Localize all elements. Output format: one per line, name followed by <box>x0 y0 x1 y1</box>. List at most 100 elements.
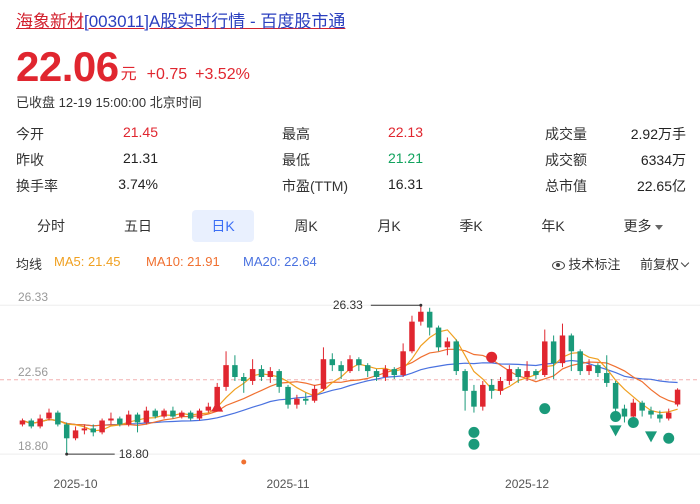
candle-body <box>55 412 61 425</box>
min-dot <box>65 452 69 456</box>
legend-ma10: MA10: 21.91 <box>146 254 220 269</box>
signal-circle <box>627 416 639 428</box>
candle-body <box>444 341 451 348</box>
tab-2[interactable]: 五日 <box>107 210 169 242</box>
signal-circle <box>610 411 622 423</box>
stat-label: 今开 <box>16 126 44 142</box>
candle-body <box>19 420 26 425</box>
candle-body <box>241 377 247 381</box>
tech-annotation-label: 技术标注 <box>568 257 621 272</box>
candle-body <box>630 402 637 417</box>
candle-body <box>559 335 566 364</box>
tab-label: 周K <box>294 218 318 234</box>
candle-body <box>604 373 610 383</box>
candle-body <box>471 390 477 407</box>
page-title-link[interactable]: 海象新材[003011]A股实时行情 - 百度股市通 <box>16 7 345 32</box>
candle-body <box>232 365 238 377</box>
signal-triangle-down <box>609 425 622 437</box>
candle-body <box>657 414 663 419</box>
stat-label: 最低 <box>282 152 310 168</box>
candle-body <box>134 414 141 423</box>
candle-body <box>568 335 575 352</box>
tab-label: 季K <box>459 218 483 234</box>
candle-body <box>542 341 548 376</box>
tab-label: 月K <box>377 218 401 234</box>
candle-body <box>356 359 362 366</box>
candle-body <box>99 420 105 433</box>
candle-body <box>480 384 486 407</box>
candle-body <box>391 369 398 376</box>
candle-body <box>276 371 282 387</box>
candle-body <box>63 424 70 439</box>
candle-body <box>187 412 194 419</box>
stock-name: 海象新材 <box>16 12 84 31</box>
candle-body <box>311 388 318 401</box>
signal-circle <box>663 432 675 444</box>
candle-body <box>267 371 274 377</box>
candle-body <box>347 359 353 372</box>
tab-1[interactable]: 分时 <box>20 210 82 242</box>
x-tick-label: 2025-11 <box>266 477 309 491</box>
candle-body <box>28 420 35 427</box>
candle-body <box>409 321 415 352</box>
candle-body <box>90 428 96 433</box>
adjust-dropdown[interactable]: 前复权 <box>640 257 690 272</box>
stat-label: 总市值 <box>545 178 587 194</box>
candle-body <box>364 365 371 372</box>
signal-triangle-up <box>211 400 224 412</box>
candle-body <box>453 341 459 372</box>
scroll-dot <box>241 459 247 465</box>
tab-8[interactable]: 更多 <box>612 210 674 242</box>
tab-5[interactable]: 月K <box>358 210 420 242</box>
current-price: 22.06 <box>16 43 119 90</box>
kline-chart[interactable]: 26.33 22.56 18.80 26.33 18.80 2025-10 2025-11 2… <box>0 276 700 504</box>
candle-body <box>400 351 406 376</box>
candle-body <box>320 359 327 389</box>
tab-7[interactable]: 年K <box>522 210 584 242</box>
stat-label: 市盈(TTM) <box>282 178 349 194</box>
stat-value: 21.45 <box>122 124 158 140</box>
chevron-down-icon <box>680 258 690 268</box>
legend-ma5: MA5: 21.45 <box>54 254 121 269</box>
candle-body <box>524 371 530 377</box>
candle-body <box>329 359 336 366</box>
stat-label: 换手率 <box>16 178 58 194</box>
price-change: +0.75 <box>146 66 188 83</box>
stat-value: 22.65亿 <box>636 178 686 194</box>
price-row: 22.06 元 +0.75 +3.52% <box>16 42 250 88</box>
signal-triangle-down <box>645 431 658 443</box>
candle-body <box>285 386 291 405</box>
tab-3[interactable]: 日K <box>192 210 254 242</box>
candle-body <box>586 365 592 372</box>
candle-body <box>249 369 256 381</box>
stat-value: 2.92万手 <box>630 126 686 142</box>
y-tick-label: 26.33 <box>18 290 48 304</box>
max-label: 26.33 <box>333 298 363 312</box>
stat-label: 成交额 <box>545 152 587 168</box>
close-time: 已收盘 12-19 15:00:00 北京时间 <box>16 95 202 110</box>
tab-label: 分时 <box>37 218 65 234</box>
candle-body <box>170 410 176 417</box>
title-rest: [003011]A股实时行情 - 百度股市通 <box>84 12 346 31</box>
candle-body <box>515 369 521 377</box>
candle-body <box>533 371 539 376</box>
candle-body <box>577 351 583 372</box>
x-tick-label: 2025-10 <box>54 477 98 491</box>
min-label: 18.80 <box>119 447 149 461</box>
ma-legend: 均线 MA5: 21.45 MA10: 21.91 MA20: 22.64 <box>16 254 696 272</box>
candle-body <box>550 341 557 364</box>
tab-6[interactable]: 季K <box>440 210 502 242</box>
candle-body <box>418 311 424 322</box>
eye-icon <box>552 261 566 271</box>
stat-value: 21.21 <box>387 150 423 166</box>
tech-annotation-toggle[interactable]: 技术标注 <box>552 257 620 272</box>
candle-body <box>214 386 220 407</box>
candle-body <box>639 402 645 411</box>
caret-down-icon <box>654 224 663 230</box>
tab-4[interactable]: 周K <box>275 210 337 242</box>
price-change-pct: +3.52% <box>195 66 250 83</box>
stat-label: 最高 <box>282 126 310 142</box>
legend-label: 均线 <box>16 257 43 272</box>
ma10-line <box>22 348 678 427</box>
y-tick-label: 18.80 <box>18 439 48 453</box>
